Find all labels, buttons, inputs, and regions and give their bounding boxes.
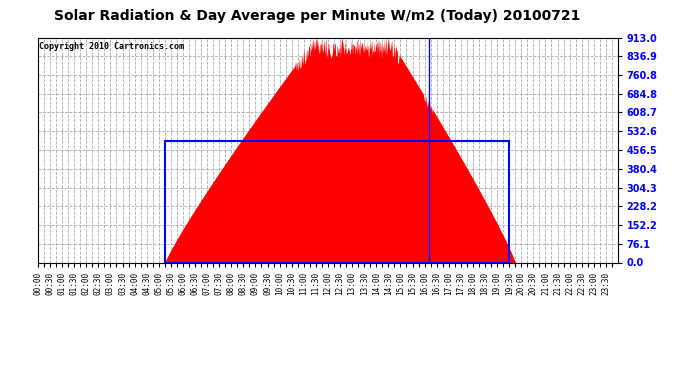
Text: Solar Radiation & Day Average per Minute W/m2 (Today) 20100721: Solar Radiation & Day Average per Minute…: [55, 9, 580, 23]
Bar: [165, 141, 509, 262]
Text: Copyright 2010 Cartronics.com: Copyright 2010 Cartronics.com: [39, 42, 184, 51]
